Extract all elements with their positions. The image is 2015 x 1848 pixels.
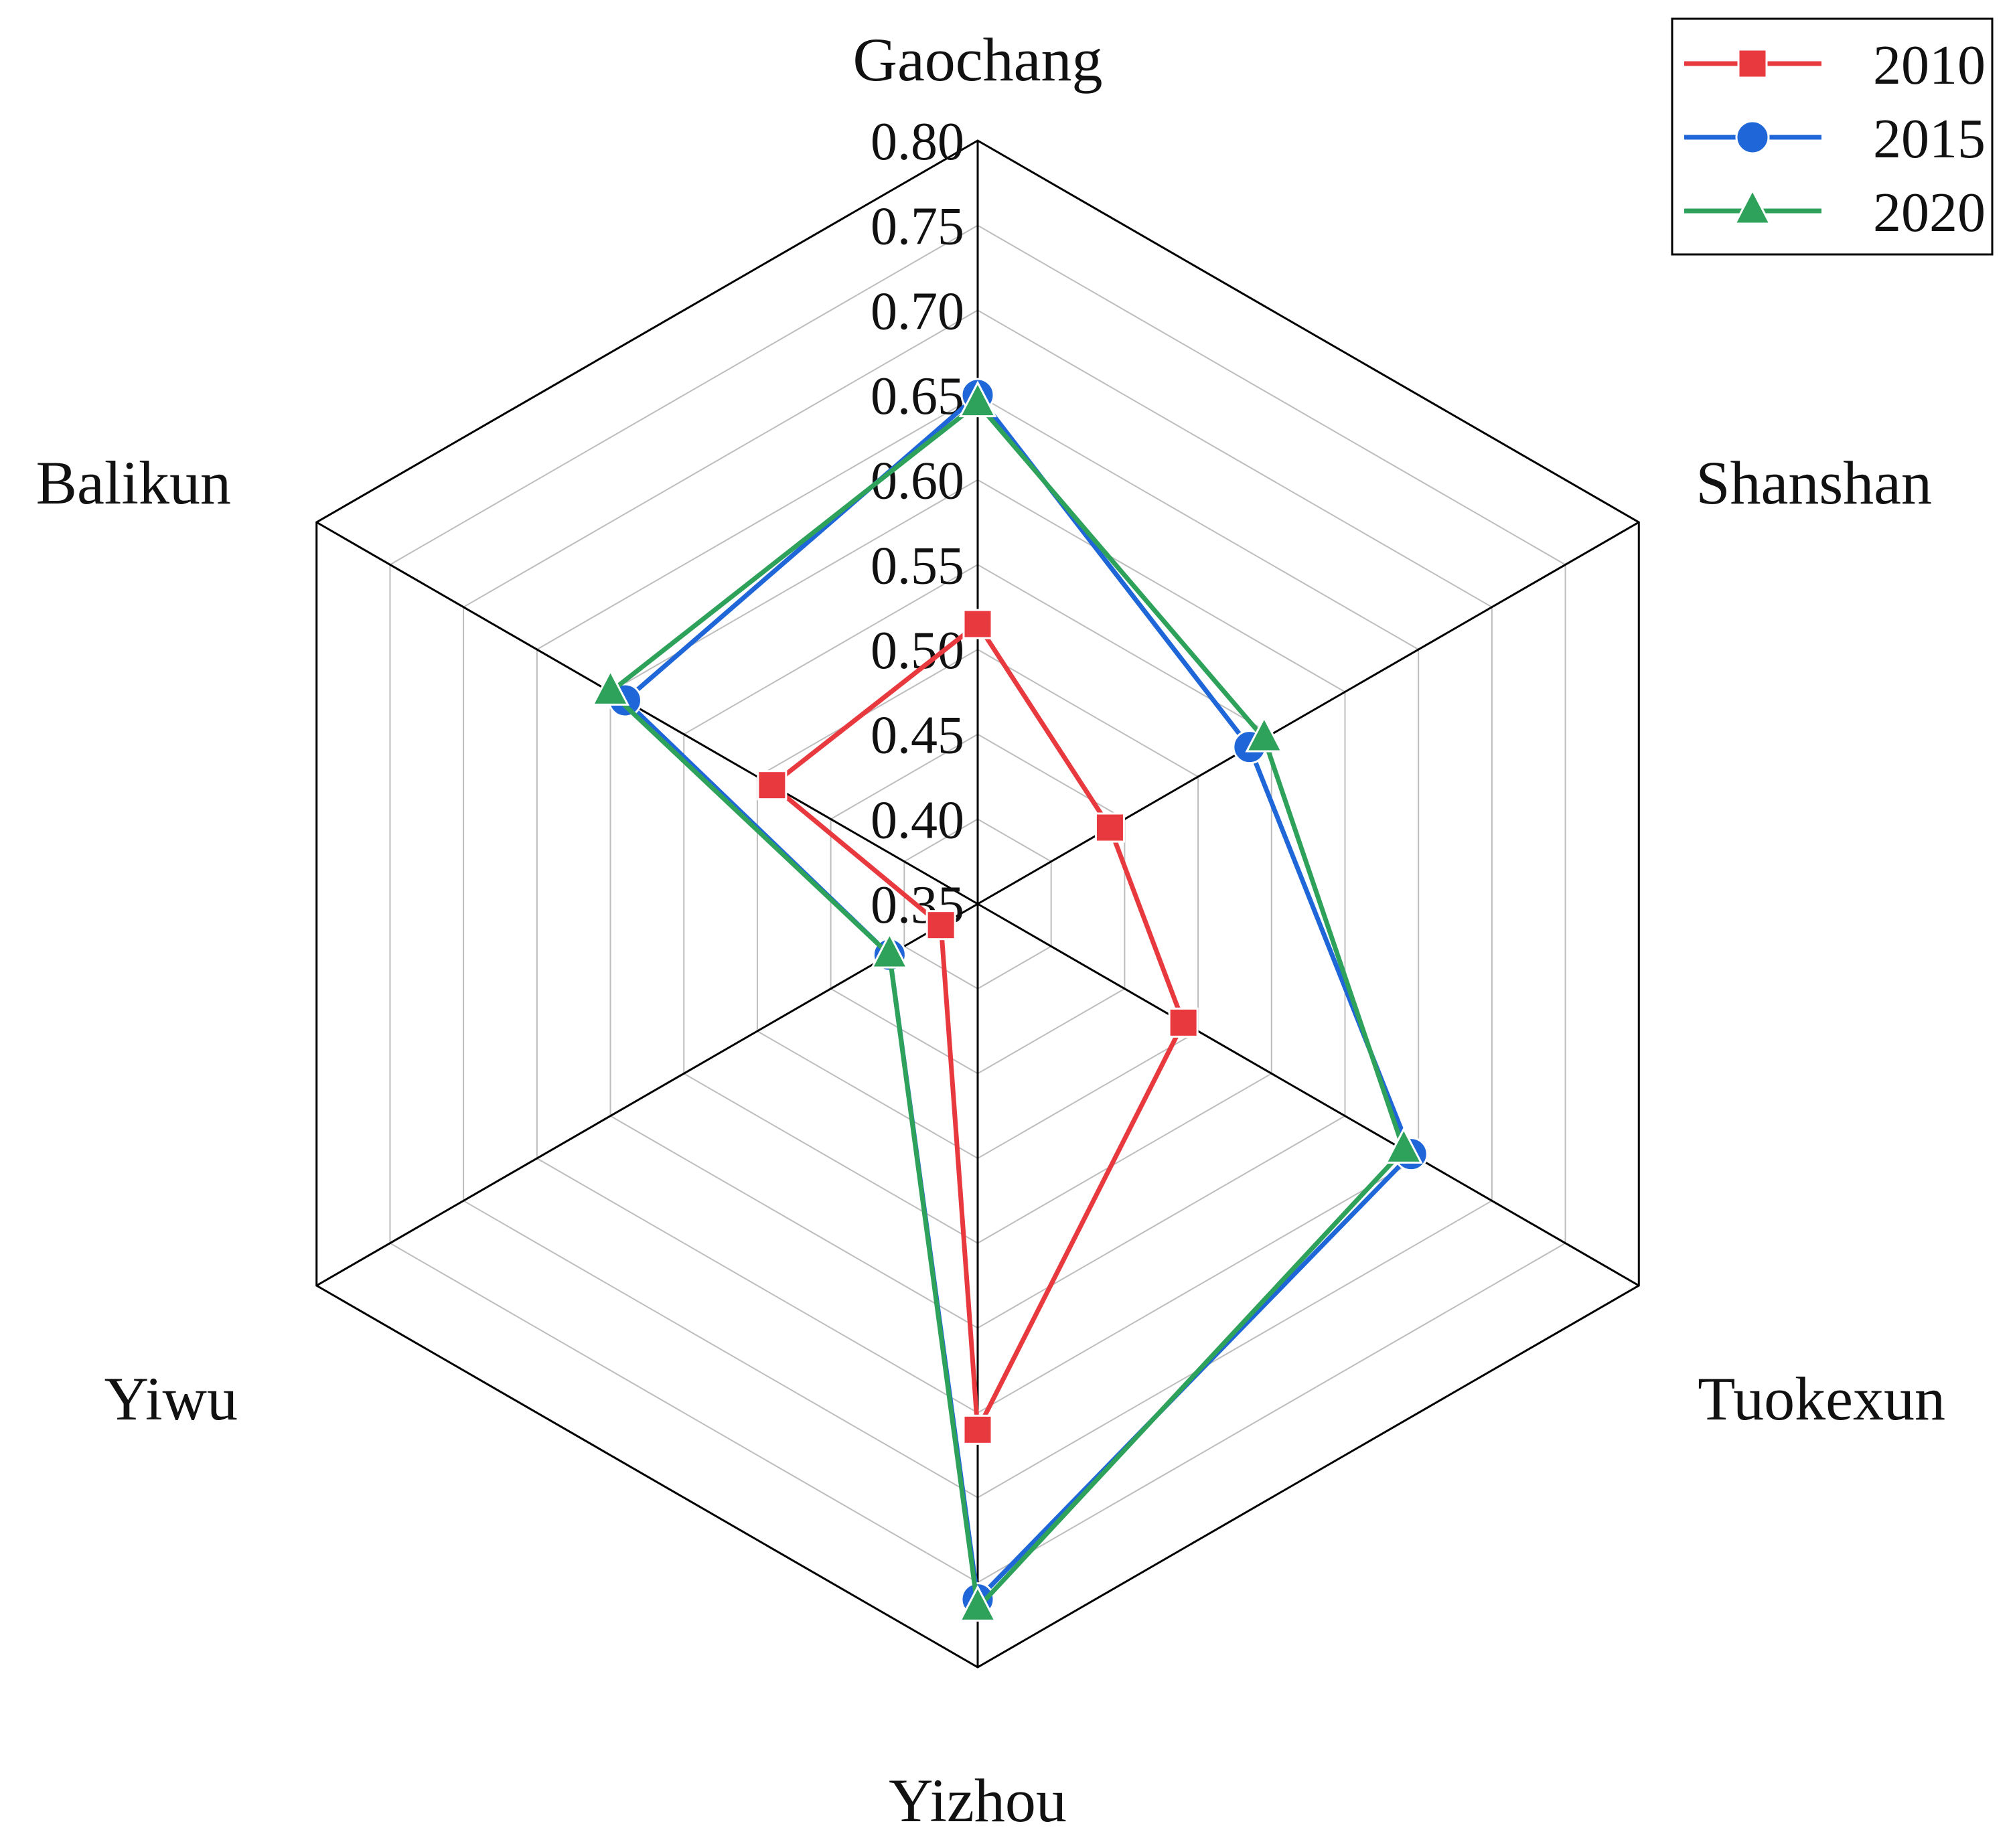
data-point-2010-balikun: [757, 770, 788, 801]
legend-marker-2015: [1735, 120, 1770, 155]
data-point-2020-gaochang: [958, 380, 997, 418]
legend-label-2020: 2020: [1873, 181, 1986, 244]
axis-spoke-yiwu: [315, 903, 978, 1287]
data-point-2010-gaochang: [962, 609, 993, 639]
data-point-2010-yiwu: [925, 910, 956, 941]
series-2015: [607, 378, 1428, 1617]
data-point-2020-balikun: [591, 669, 629, 706]
axis-spoke-shanshan: [977, 521, 1640, 905]
legend-item-2010: 2010: [1684, 34, 1986, 96]
category-label-yiwu: Yiwu: [104, 1365, 238, 1433]
series-line-2020: [608, 401, 1406, 1610]
legend-label-2010: 2010: [1873, 34, 1986, 96]
legend-label-2015: 2015: [1873, 108, 1986, 170]
tick-label: 0.45: [871, 706, 964, 765]
legend-item-2015: 2015: [1684, 108, 1986, 170]
data-point-2020-shanshan: [1245, 715, 1284, 753]
legend-marker-2010: [1737, 48, 1768, 79]
data-point-2020-yizhou: [958, 1585, 997, 1622]
series-line-2015: [622, 392, 1414, 1602]
tick-label: 0.75: [871, 198, 964, 256]
data-point-2010-yizhou: [962, 1414, 993, 1445]
data-point-2020-tuokexun: [1384, 1127, 1423, 1164]
category-label-balikun: Balikun: [36, 449, 231, 517]
category-labels: Gaochang Shanshan Tuokexun Yizhou Yiwu Baliku…: [36, 25, 1945, 1835]
data-point-2010-tuokexun: [1168, 1007, 1199, 1038]
radar-spokes: [315, 141, 1640, 1667]
tick-label: 0.40: [871, 791, 964, 850]
axis-spoke-tuokexun: [977, 903, 1640, 1287]
radial-tick-labels: 0.350.400.450.500.550.600.650.700.750.80: [871, 112, 964, 935]
tick-label: 0.60: [871, 452, 964, 511]
category-label-yizhou: Yizhou: [889, 1766, 1067, 1835]
data-point-2020-yiwu: [870, 931, 909, 969]
legend-marker-2020: [1733, 187, 1772, 225]
category-label-shanshan: Shanshan: [1696, 449, 1932, 517]
category-label-gaochang: Gaochang: [853, 25, 1103, 94]
data-point-2010-shanshan: [1094, 812, 1125, 843]
tick-label: 0.65: [871, 367, 964, 426]
series-2020: [591, 380, 1423, 1622]
axis-spoke-balikun: [315, 521, 978, 905]
tick-label: 0.55: [871, 536, 964, 595]
series-2010: [757, 609, 1199, 1445]
legend-item-2020: 2020: [1684, 181, 1986, 244]
legend: 2010 2015 2020: [1671, 17, 1994, 256]
tick-label: 0.70: [871, 282, 964, 341]
tick-label: 0.80: [871, 112, 964, 171]
data-series: [591, 378, 1428, 1622]
category-label-tuokexun: Tuokexun: [1698, 1365, 1945, 1433]
